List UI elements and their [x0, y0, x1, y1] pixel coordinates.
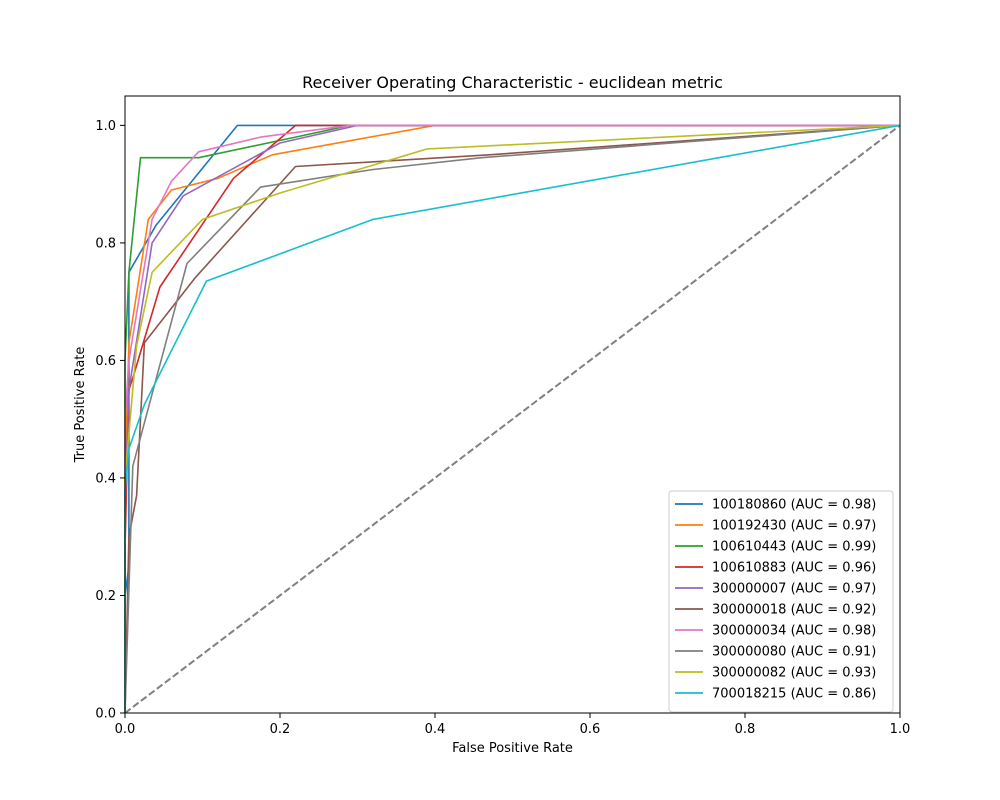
legend-item: 300000007 (AUC = 0.97) [675, 582, 876, 597]
x-axis: 0.0 0.2 0.4 0.6 0.8 1.0 [115, 713, 911, 737]
legend-label: 300000018 (AUC = 0.92) [712, 603, 876, 618]
legend-item: 700018215 (AUC = 0.86) [675, 687, 876, 702]
legend-label: 100610883 (AUC = 0.96) [712, 561, 876, 576]
y-tick-label: 0.4 [95, 471, 116, 486]
legend-item: 300000080 (AUC = 0.91) [675, 645, 876, 660]
x-tick-label: 1.0 [890, 722, 911, 737]
legend-item: 300000082 (AUC = 0.93) [675, 666, 876, 681]
legend-item: 100192430 (AUC = 0.97) [675, 519, 876, 534]
chart-title: Receiver Operating Characteristic - eucl… [302, 73, 723, 92]
legend-label: 300000080 (AUC = 0.91) [712, 645, 876, 660]
y-axis: 0.0 0.2 0.4 0.6 0.8 1.0 [95, 119, 125, 722]
x-axis-label: False Positive Rate [452, 741, 573, 756]
legend-label: 300000034 (AUC = 0.98) [712, 624, 876, 639]
legend: 100180860 (AUC = 0.98) 100192430 (AUC = 0… [668, 490, 894, 713]
series-line-1 [124, 124, 900, 713]
y-tick-label: 0.2 [95, 589, 116, 604]
legend-item: 100610443 (AUC = 0.99) [675, 540, 876, 555]
series-layer [124, 124, 901, 714]
x-tick-label: 0.6 [580, 722, 601, 737]
legend-box [668, 490, 894, 713]
x-tick-label: 0.0 [115, 722, 136, 737]
legend-label: 100180860 (AUC = 0.98) [712, 498, 876, 513]
series-line-8 [124, 124, 901, 713]
x-tick-label: 0.2 [270, 722, 291, 737]
series-line-6 [124, 124, 900, 713]
x-tick-label: 0.8 [735, 722, 756, 737]
y-tick-label: 1.0 [95, 119, 116, 134]
legend-label: 100192430 (AUC = 0.97) [712, 519, 876, 534]
legend-item: 300000018 (AUC = 0.92) [675, 603, 876, 618]
legend-label: 700018215 (AUC = 0.86) [712, 687, 876, 702]
series-line-7 [124, 124, 901, 714]
y-axis-label: True Positive Rate [73, 347, 88, 464]
legend-item: 300000034 (AUC = 0.98) [675, 624, 876, 639]
legend-label: 100610443 (AUC = 0.99) [712, 540, 876, 555]
y-tick-label: 0.6 [95, 354, 116, 369]
chance-diagonal-line [124, 124, 901, 714]
legend-item: 100180860 (AUC = 0.98) [675, 498, 876, 513]
diagonal-layer [124, 124, 901, 714]
x-tick-label: 0.4 [425, 722, 446, 737]
y-tick-label: 0.8 [95, 236, 116, 251]
legend-label: 300000082 (AUC = 0.93) [712, 666, 876, 681]
y-tick-label: 0.0 [95, 707, 116, 722]
legend-item: 100610883 (AUC = 0.96) [675, 561, 876, 576]
legend-label: 300000007 (AUC = 0.97) [712, 582, 876, 597]
plot-frame [124, 95, 901, 714]
